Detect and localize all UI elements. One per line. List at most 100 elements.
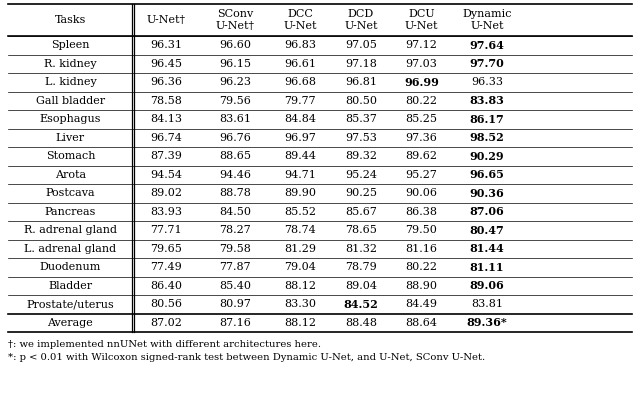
Text: 87.16: 87.16 <box>219 318 251 328</box>
Text: Duodenum: Duodenum <box>40 262 101 272</box>
Text: Average: Average <box>47 318 93 328</box>
Text: 97.64: 97.64 <box>470 40 504 51</box>
Text: 97.53: 97.53 <box>345 133 377 143</box>
Text: 78.58: 78.58 <box>150 96 182 106</box>
Text: SConv
U-Net†: SConv U-Net† <box>215 9 254 31</box>
Text: 88.65: 88.65 <box>219 151 251 161</box>
Text: 84.49: 84.49 <box>405 299 437 309</box>
Text: 84.13: 84.13 <box>150 114 182 124</box>
Text: 96.36: 96.36 <box>150 77 182 87</box>
Text: 89.04: 89.04 <box>345 281 377 291</box>
Text: 88.78: 88.78 <box>219 188 251 198</box>
Text: 97.70: 97.70 <box>470 58 504 69</box>
Text: DCU
U-Net: DCU U-Net <box>404 9 438 31</box>
Text: 83.83: 83.83 <box>470 95 504 106</box>
Text: L. adrenal gland: L. adrenal gland <box>24 244 116 254</box>
Text: 90.06: 90.06 <box>405 188 437 198</box>
Text: 96.74: 96.74 <box>150 133 182 143</box>
Text: 96.33: 96.33 <box>471 77 503 87</box>
Text: 97.12: 97.12 <box>406 40 437 50</box>
Text: 96.61: 96.61 <box>284 59 316 69</box>
Text: Spleen: Spleen <box>51 40 90 50</box>
Text: 96.68: 96.68 <box>284 77 316 87</box>
Text: 78.65: 78.65 <box>345 225 377 235</box>
Text: 94.54: 94.54 <box>150 170 182 180</box>
Text: 83.30: 83.30 <box>284 299 316 309</box>
Text: 96.31: 96.31 <box>150 40 182 50</box>
Text: 98.52: 98.52 <box>470 132 504 143</box>
Text: 80.50: 80.50 <box>345 96 377 106</box>
Text: 85.37: 85.37 <box>345 114 377 124</box>
Text: 88.90: 88.90 <box>405 281 437 291</box>
Text: 95.24: 95.24 <box>345 170 377 180</box>
Text: 90.25: 90.25 <box>345 188 377 198</box>
Text: 81.32: 81.32 <box>345 244 377 254</box>
Text: 78.79: 78.79 <box>345 262 377 272</box>
Text: 84.50: 84.50 <box>219 207 251 217</box>
Text: 90.29: 90.29 <box>470 151 504 162</box>
Text: †: we implemented nnUNet with different architectures here.: †: we implemented nnUNet with different … <box>8 340 321 349</box>
Text: 88.48: 88.48 <box>345 318 377 328</box>
Text: 90.36: 90.36 <box>470 188 504 199</box>
Text: 79.50: 79.50 <box>406 225 437 235</box>
Text: U-Net†: U-Net† <box>147 15 186 25</box>
Text: Esophagus: Esophagus <box>40 114 101 124</box>
Text: 78.27: 78.27 <box>219 225 251 235</box>
Text: 96.60: 96.60 <box>219 40 251 50</box>
Text: 85.52: 85.52 <box>284 207 316 217</box>
Text: Bladder: Bladder <box>49 281 92 291</box>
Text: 86.38: 86.38 <box>405 207 437 217</box>
Text: Pancreas: Pancreas <box>45 207 96 217</box>
Text: 78.74: 78.74 <box>284 225 316 235</box>
Text: Tasks: Tasks <box>54 15 86 25</box>
Text: 86.40: 86.40 <box>150 281 182 291</box>
Text: 96.99: 96.99 <box>404 77 439 88</box>
Text: 85.25: 85.25 <box>405 114 437 124</box>
Text: 89.32: 89.32 <box>345 151 377 161</box>
Text: 81.44: 81.44 <box>470 243 504 254</box>
Text: 83.81: 83.81 <box>471 299 503 309</box>
Text: 87.02: 87.02 <box>150 318 182 328</box>
Text: 80.56: 80.56 <box>150 299 182 309</box>
Text: 96.15: 96.15 <box>219 59 251 69</box>
Text: 77.71: 77.71 <box>150 225 182 235</box>
Text: 97.05: 97.05 <box>345 40 377 50</box>
Text: 80.22: 80.22 <box>405 262 437 272</box>
Text: 89.90: 89.90 <box>284 188 316 198</box>
Text: 96.65: 96.65 <box>470 169 504 180</box>
Text: 79.04: 79.04 <box>284 262 316 272</box>
Text: 80.47: 80.47 <box>470 225 504 236</box>
Text: 89.62: 89.62 <box>405 151 437 161</box>
Text: 86.17: 86.17 <box>470 114 504 125</box>
Text: 81.11: 81.11 <box>470 262 504 273</box>
Text: 77.49: 77.49 <box>150 262 182 272</box>
Text: DCC
U-Net: DCC U-Net <box>284 9 317 31</box>
Text: 97.36: 97.36 <box>406 133 437 143</box>
Text: 83.93: 83.93 <box>150 207 182 217</box>
Text: 96.97: 96.97 <box>284 133 316 143</box>
Text: 79.77: 79.77 <box>285 96 316 106</box>
Text: 96.81: 96.81 <box>345 77 377 87</box>
Text: 97.03: 97.03 <box>406 59 437 69</box>
Text: 94.71: 94.71 <box>284 170 316 180</box>
Text: 89.06: 89.06 <box>470 280 504 291</box>
Text: L. kidney: L. kidney <box>45 77 96 87</box>
Text: Dynamic
U-Net: Dynamic U-Net <box>462 9 511 31</box>
Text: 88.12: 88.12 <box>284 318 316 328</box>
Text: 89.02: 89.02 <box>150 188 182 198</box>
Text: 89.44: 89.44 <box>284 151 316 161</box>
Text: DCD
U-Net: DCD U-Net <box>344 9 378 31</box>
Text: 79.65: 79.65 <box>150 244 182 254</box>
Text: Prostate/uterus: Prostate/uterus <box>26 299 115 309</box>
Text: 81.29: 81.29 <box>284 244 316 254</box>
Text: 96.83: 96.83 <box>284 40 316 50</box>
Text: Arota: Arota <box>55 170 86 180</box>
Text: 94.46: 94.46 <box>219 170 251 180</box>
Text: 80.22: 80.22 <box>405 96 437 106</box>
Text: 97.18: 97.18 <box>345 59 377 69</box>
Text: 89.36*: 89.36* <box>467 317 508 328</box>
Text: 87.06: 87.06 <box>470 206 504 217</box>
Text: *: p < 0.01 with Wilcoxon signed-rank test between Dynamic U-Net, and U-Net, SCo: *: p < 0.01 with Wilcoxon signed-rank te… <box>8 353 485 362</box>
Text: Gall bladder: Gall bladder <box>36 96 105 106</box>
Text: R. adrenal gland: R. adrenal gland <box>24 225 117 235</box>
